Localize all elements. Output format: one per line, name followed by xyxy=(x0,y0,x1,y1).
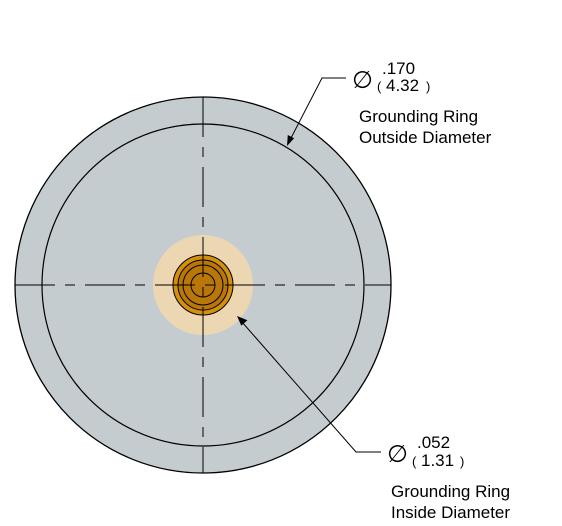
outer-diameter-callout: ∅ .170 ( 4.32 ) Grounding Ring Outside D… xyxy=(352,59,492,147)
outer-diameter-paren-open: ( xyxy=(377,79,382,94)
diameter-symbol: ∅ xyxy=(387,441,408,468)
inner-diameter-leader-arrow xyxy=(237,316,248,326)
outer-diameter-paren-close: ) xyxy=(426,79,430,94)
outer-diameter-leader-arrow xyxy=(287,135,295,146)
inner-diameter-inch-value: .052 xyxy=(417,433,450,452)
outer-diameter-leader-line xyxy=(289,77,346,141)
inner-diameter-label-line2: Inside Diameter xyxy=(391,503,510,522)
outer-diameter-inch-value: .170 xyxy=(382,59,415,78)
diameter-symbol: ∅ xyxy=(352,67,373,94)
inner-diameter-mm-value: 1.31 xyxy=(421,451,454,470)
outer-diameter-mm-value: 4.32 xyxy=(386,76,419,95)
inner-diameter-leader-line xyxy=(241,321,381,453)
inner-diameter-label-line1: Grounding Ring xyxy=(391,482,510,501)
outer-diameter-label-line2: Outside Diameter xyxy=(359,128,492,147)
inner-diameter-paren-open: ( xyxy=(412,454,417,469)
inner-diameter-callout: ∅ .052 ( 1.31 ) Grounding Ring Inside Di… xyxy=(387,433,510,522)
outer-diameter-label-line1: Grounding Ring xyxy=(359,107,478,126)
inner-diameter-paren-close: ) xyxy=(460,454,464,469)
